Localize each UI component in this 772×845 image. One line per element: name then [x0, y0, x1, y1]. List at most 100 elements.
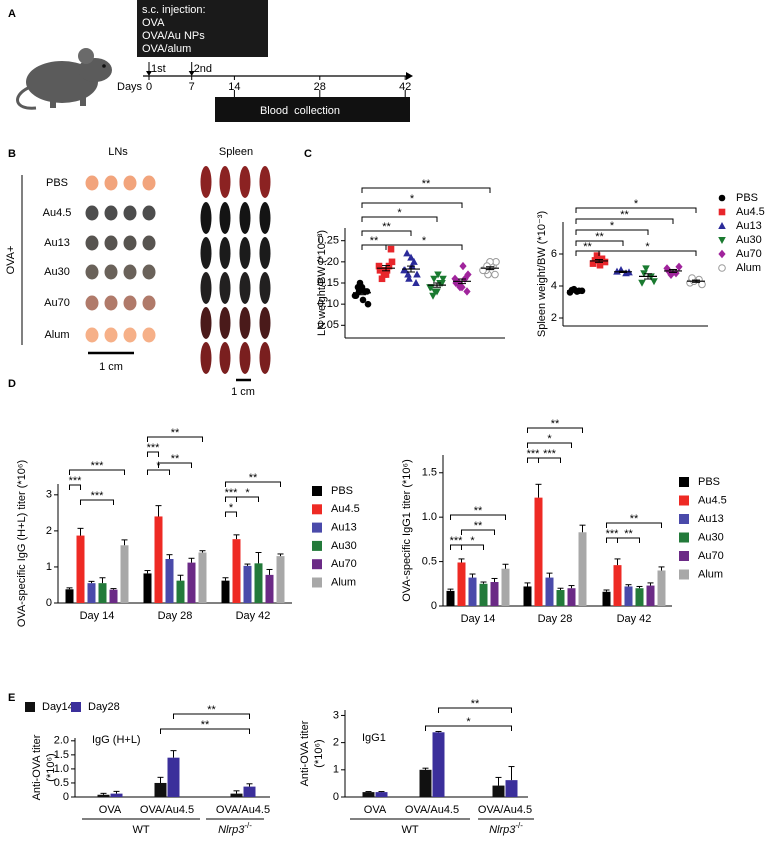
lymph-node [85, 295, 99, 311]
significance-label: ** [620, 209, 629, 221]
y-tick-label: 2.0 [54, 735, 69, 747]
y-tick-label: 0.15 [318, 277, 339, 289]
y-tick-label: 0.05 [318, 319, 339, 331]
lymph-node [123, 235, 137, 251]
row-label: Au30 [44, 266, 70, 278]
spleen [219, 342, 231, 374]
mouse-leg [80, 96, 86, 106]
bar [221, 580, 230, 603]
significance-bracket [160, 728, 250, 734]
group-name: WT [132, 824, 149, 836]
y-tick-label: 3 [46, 489, 52, 501]
significance-label: ** [249, 472, 258, 484]
legend-swatch [312, 559, 322, 570]
significance-label: ** [595, 231, 604, 243]
group-label: Nlrp3-/- [489, 821, 523, 836]
lymph-node [104, 295, 118, 311]
spleen [219, 202, 231, 234]
significance-bracket [538, 457, 561, 463]
y-tick-label: 0.20 [318, 256, 339, 268]
bar [490, 582, 499, 606]
significance-label: ** [474, 505, 483, 517]
lymph-node [85, 235, 99, 251]
y-tick-label: 2 [46, 525, 52, 537]
legend-label: PBS [331, 485, 353, 497]
bar [176, 580, 185, 603]
significance-bracket [575, 240, 624, 246]
spleen [259, 272, 271, 304]
group-superscript: -/- [515, 821, 523, 830]
legend-label: Au13 [736, 220, 762, 232]
spleen [239, 202, 251, 234]
dose-arrowhead [146, 71, 152, 76]
lymph-node [104, 264, 118, 280]
lymph-node [142, 264, 156, 280]
significance-bracket [69, 469, 125, 475]
bar [276, 556, 285, 603]
y-axis-label: OVA-specific IgG (H+L) titer (*10⁶) [16, 460, 28, 627]
data-point [642, 265, 650, 273]
y-tick-label: 1.5 [54, 749, 69, 761]
bar [120, 545, 129, 603]
significance-bracket [361, 216, 438, 222]
significance-label: ** [370, 235, 379, 247]
bar [98, 583, 107, 603]
significance-bracket [450, 514, 506, 520]
mouse-icon [16, 48, 112, 110]
lymph-node [85, 264, 99, 280]
data-point [351, 292, 359, 299]
mouse-head [78, 58, 112, 82]
legend-swatch [679, 532, 689, 543]
bar [567, 588, 576, 606]
bar [76, 535, 85, 603]
x-tick-label: OVA/Au4.5 [405, 804, 459, 816]
lymph-node [142, 205, 156, 221]
legend-label: Au13 [698, 513, 724, 525]
chart-title: IgG (H+L) [92, 734, 141, 746]
x-tick-label: Day 14 [80, 610, 115, 622]
bar [657, 570, 666, 606]
legend-label: Au4.5 [736, 206, 765, 218]
significance-bracket [147, 436, 203, 442]
bar [492, 785, 505, 797]
data-point [650, 278, 658, 286]
bar [362, 792, 375, 797]
y-tick-label: 0 [63, 791, 69, 803]
bar [230, 793, 243, 797]
significance-label: * [397, 207, 402, 219]
bar [602, 591, 611, 606]
significance-label: ** [382, 221, 391, 233]
lymph-node [85, 175, 99, 191]
group-name: WT [401, 824, 418, 836]
significance-bracket [80, 499, 114, 505]
bar [446, 590, 455, 606]
significance-bracket [69, 484, 81, 490]
significance-bracket [606, 522, 662, 528]
y-axis-label: LN weight/BW (*10⁻³) [316, 230, 328, 336]
row-label: Au13 [44, 237, 70, 249]
legend-label: Day14 [42, 701, 74, 713]
bar [501, 568, 510, 606]
y-axis-label: Anti-OVA titer [31, 734, 43, 800]
significance-label: * [229, 502, 234, 514]
bar [545, 577, 554, 606]
y-axis-label: (*10⁶) [313, 739, 325, 767]
group-label: Nlrp3-/- [218, 821, 252, 836]
significance-label: *** [225, 487, 239, 499]
bar [165, 559, 174, 603]
y-tick-label: 0.25 [318, 235, 339, 247]
x-tick-label: Day 14 [461, 613, 496, 625]
spleen [200, 166, 212, 198]
legend-swatch [679, 551, 689, 561]
legend-swatch [679, 569, 689, 580]
dose-label: 1st [151, 63, 166, 75]
lymph-node [104, 327, 118, 343]
injection-item: OVA [142, 17, 165, 29]
data-point [404, 270, 412, 278]
legend-marker [718, 208, 726, 216]
significance-bracket [527, 427, 583, 433]
y-tick-label: 4 [551, 280, 557, 292]
spleen [219, 166, 231, 198]
lymph-node [142, 175, 156, 191]
